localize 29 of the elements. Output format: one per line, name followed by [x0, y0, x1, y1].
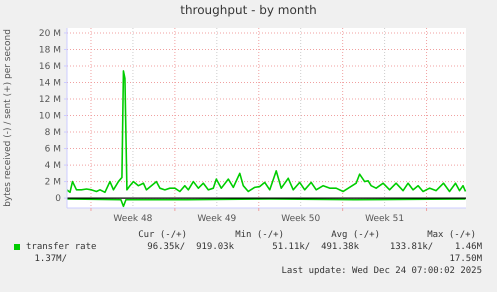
y-axis-title: bytes received (-) / sent (+) per second [3, 29, 13, 207]
text: Avg (-/+) [331, 230, 380, 240]
y-tick-label: 18 M [38, 46, 61, 56]
y-tick-label: 10 M [38, 112, 61, 122]
y-tick-label: 6 M [44, 144, 61, 155]
text: 133.81k/ 1.46M [390, 242, 483, 252]
text: 51.11k/ 491.38k [272, 242, 360, 252]
y-tick-label: 2 M [44, 178, 61, 188]
text: Cur (-/+) [138, 230, 187, 240]
y-tick-label: 0 [55, 194, 62, 204]
y-tick-label: 14 M [38, 78, 61, 89]
text: 96.35k/ 919.03k [147, 242, 235, 252]
text: Min (-/+) [235, 230, 284, 240]
chart-title: throughput - by month [180, 3, 317, 17]
x-tick-label: Week 48 [113, 214, 153, 224]
legend-label: transfer rate [26, 242, 96, 252]
text: Max (-/+) [427, 230, 476, 240]
text: 17.50M [449, 254, 483, 264]
text: 1.37M/ [34, 254, 67, 264]
x-tick-label: Week 49 [197, 214, 237, 224]
text: Last update: Wed Dec 24 07:00:02 2025 [282, 266, 482, 276]
y-tick-label: 12 M [38, 95, 61, 106]
y-tick-label: 8 M [44, 128, 61, 138]
line-series [66, 70, 466, 194]
y-tick-label: 16 M [38, 62, 61, 72]
x-tick-label: Week 50 [281, 214, 320, 224]
y-tick-label: 4 M [44, 161, 61, 172]
x-tick-label: Week 51 [365, 214, 404, 224]
y-tick-label: 20 M [38, 29, 61, 40]
